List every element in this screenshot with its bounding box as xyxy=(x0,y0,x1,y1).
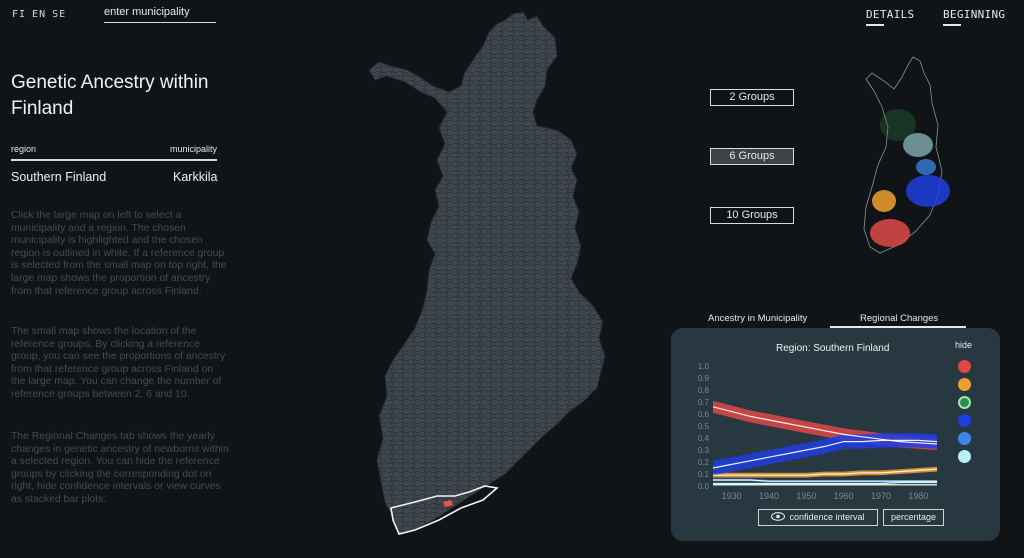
toggle-light-blue-group-dot[interactable] xyxy=(958,432,971,445)
group-red[interactable] xyxy=(870,219,910,247)
toggle-green-group-dot[interactable] xyxy=(958,396,971,409)
x-tick-label: 1930 xyxy=(722,491,742,501)
two-groups-button[interactable]: 2 Groups xyxy=(710,89,794,106)
beginning-label: BEGINNING xyxy=(943,8,1006,21)
beginning-underline xyxy=(943,24,961,26)
panel-title: Region: Southern Finland xyxy=(776,343,890,354)
municipality-borders xyxy=(369,12,605,534)
y-tick-label: 0.6 xyxy=(698,410,710,419)
x-tick-label: 1950 xyxy=(796,491,816,501)
tab-regional-changes[interactable]: Regional Changes xyxy=(860,313,939,324)
active-tab-indicator xyxy=(830,326,966,328)
details-label: DETAILS xyxy=(866,8,915,21)
y-tick-label: 0.5 xyxy=(698,422,710,431)
eye-icon xyxy=(771,512,786,521)
lang-en[interactable]: EN xyxy=(32,9,47,20)
series-line-4 xyxy=(713,479,937,482)
beginning-link[interactable]: BEGINNING xyxy=(943,8,1005,26)
selected-region-outline xyxy=(390,485,499,535)
percentage-button[interactable]: percentage xyxy=(883,509,944,526)
y-tick-label: 0.8 xyxy=(698,386,710,395)
municipality-search-input[interactable] xyxy=(104,4,216,23)
six-groups-button[interactable]: 6 Groups xyxy=(710,148,794,165)
description-paragraph-1: Click the large map on left to select a … xyxy=(11,210,227,297)
series-line-0 xyxy=(712,406,938,445)
municipality-header: municipality xyxy=(170,144,218,154)
confidence-interval-button[interactable]: confidence interval xyxy=(758,509,878,526)
regional-changes-chart: 0.0 0.1 0.2 0.3 0.4 0.5 0.6 0.7 0.8 0.9 1.0 1930 194… xyxy=(698,362,938,501)
selected-region: Southern Finland xyxy=(11,170,107,184)
finland-large-map[interactable] xyxy=(365,8,625,553)
group-dark-green[interactable] xyxy=(880,109,916,141)
tab-ancestry-in-municipality[interactable]: Ancestry in Municipality xyxy=(708,313,808,324)
lang-fi[interactable]: FI xyxy=(12,9,27,20)
group-light-cyan[interactable] xyxy=(903,133,933,157)
y-tick-label: 1.0 xyxy=(698,362,710,371)
region-header: region xyxy=(11,144,37,154)
y-tick-label: 0.9 xyxy=(698,374,710,383)
toggle-red-group-dot[interactable] xyxy=(958,360,971,373)
selected-municipality-highlight xyxy=(443,500,453,507)
x-tick-label: 1970 xyxy=(871,491,891,501)
header-divider xyxy=(11,159,217,161)
selected-municipality: Karkkila xyxy=(173,170,218,184)
toggle-orange-group-dot[interactable] xyxy=(958,378,971,391)
x-tick-label: 1940 xyxy=(759,491,779,501)
description-paragraph-3: The Regional Changes tab shows the yearl… xyxy=(11,431,229,505)
y-tick-label: 0.2 xyxy=(698,458,710,467)
language-switcher: FI EN SE xyxy=(12,9,72,20)
confidence-interval-label: confidence interval xyxy=(789,512,865,522)
y-tick-label: 0.0 xyxy=(698,482,710,491)
series-line-1 xyxy=(713,468,938,476)
series-line-2 xyxy=(713,481,937,485)
reference-groups-small-map[interactable] xyxy=(858,55,958,257)
group-blue[interactable] xyxy=(906,175,950,207)
ten-groups-button[interactable]: 10 Groups xyxy=(710,207,794,224)
series-line-3 xyxy=(712,439,938,469)
description-paragraph-2: The small map shows the location of the … xyxy=(11,326,226,400)
details-link[interactable]: DETAILS xyxy=(866,8,914,26)
group-light-blue[interactable] xyxy=(916,159,936,175)
y-tick-label: 0.7 xyxy=(698,398,710,407)
lang-se[interactable]: SE xyxy=(52,9,67,20)
details-underline xyxy=(866,24,884,26)
hide-label: hide xyxy=(955,340,973,350)
y-tick-label: 0.1 xyxy=(698,470,710,479)
toggle-cyan-group-dot[interactable] xyxy=(958,450,971,463)
x-tick-label: 1980 xyxy=(908,491,928,501)
page-title: Genetic Ancestry within Finland xyxy=(11,72,209,119)
y-tick-label: 0.3 xyxy=(698,446,710,455)
confidence-band-3 xyxy=(713,433,937,476)
x-tick-label: 1960 xyxy=(834,491,854,501)
toggle-blue-group-dot[interactable] xyxy=(958,414,971,427)
y-tick-label: 0.4 xyxy=(698,434,710,443)
group-orange[interactable] xyxy=(872,190,896,212)
